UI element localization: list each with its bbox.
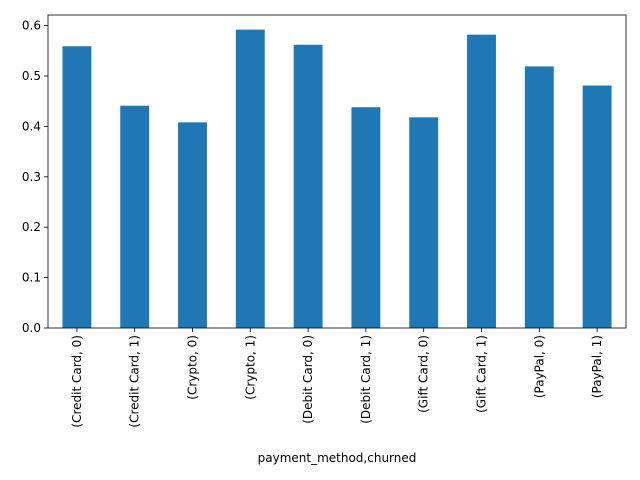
y-tick-label: 0.1 <box>22 271 41 285</box>
y-tick-label: 0.4 <box>22 119 41 133</box>
x-axis: (Credit Card, 0) (Credit Card, 1) (Crypto,… <box>70 328 604 428</box>
bar <box>293 44 323 329</box>
x-tick-label: (Credit Card, 1) <box>128 335 142 428</box>
x-tick-label: (Crypto, 1) <box>243 335 257 400</box>
y-tick-label: 0.3 <box>22 170 41 184</box>
x-tick-label: (Debit Card, 0) <box>301 335 315 424</box>
x-tick-label: (PayPal, 0) <box>532 335 546 398</box>
bar <box>582 85 612 328</box>
plot-frame <box>47 14 627 329</box>
x-tick-label: (Debit Card, 1) <box>359 335 373 424</box>
bar <box>351 107 381 329</box>
bar <box>120 105 150 328</box>
x-tick-label: (Gift Card, 1) <box>475 335 489 413</box>
bar <box>467 34 496 328</box>
bar <box>178 122 207 328</box>
y-tick-label: 0.0 <box>22 321 41 335</box>
bar <box>409 117 439 328</box>
bar <box>62 46 92 328</box>
x-tick-label: (PayPal, 1) <box>590 335 604 398</box>
bar <box>235 29 265 329</box>
x-axis-label: payment_method,churned <box>258 451 417 465</box>
y-tick-label: 0.5 <box>22 69 41 83</box>
x-tick-label: (Credit Card, 0) <box>70 335 84 428</box>
x-tick-label: (Gift Card, 0) <box>417 335 431 413</box>
y-axis: 0.0 0.1 0.2 0.3 0.4 0.5 0.6 <box>22 19 48 335</box>
y-tick-label: 0.6 <box>22 19 41 33</box>
bar-series <box>62 29 612 329</box>
y-tick-label: 0.2 <box>22 220 41 234</box>
x-tick-label: (Crypto, 0) <box>186 335 200 400</box>
bar <box>524 66 554 328</box>
